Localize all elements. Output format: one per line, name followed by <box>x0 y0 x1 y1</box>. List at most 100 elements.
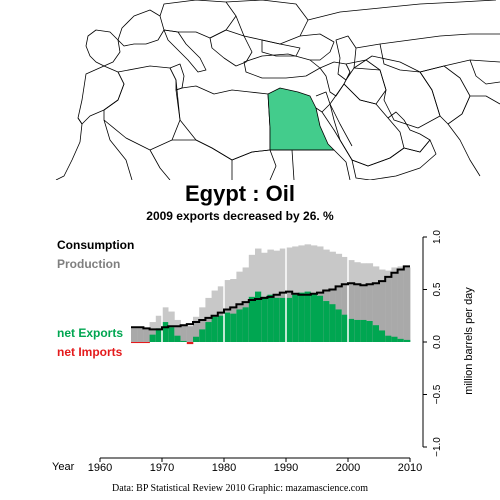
net-exports-bar <box>261 296 268 342</box>
net-exports-bar <box>317 295 324 342</box>
overlap-bar <box>341 284 349 342</box>
net-exports-bar <box>360 319 367 342</box>
overlap-bar <box>379 281 386 342</box>
legend-net-exports: net Exports <box>57 326 123 340</box>
y-tick-label: 1.0 <box>432 230 443 244</box>
x-tick-label: 1970 <box>150 462 174 474</box>
net-exports-bar <box>379 330 386 342</box>
map-border-red-sea <box>321 103 353 161</box>
overlap-bar <box>385 276 392 342</box>
consumption-line <box>131 265 410 331</box>
egypt-country <box>267 87 335 151</box>
net-exports-bar <box>211 316 219 342</box>
net-imports-bar <box>137 342 144 344</box>
axis-layer: 1960 1970 1980 1990 2000 2010 −1.0 −0.5 0.0 0.5 1.… <box>88 230 443 474</box>
overlap-bar <box>193 322 200 342</box>
overlap-bar <box>131 328 138 342</box>
net-imports-bar <box>186 342 194 345</box>
net-exports-bar <box>255 291 262 342</box>
map-border-caspian <box>335 35 357 81</box>
map-border-china <box>469 59 500 85</box>
x-tick-label: 1980 <box>212 462 236 474</box>
map-border-yemen-oman <box>351 139 437 180</box>
y-tick-label: 0.5 <box>432 282 443 296</box>
legend-net-imports: net Imports <box>57 345 123 359</box>
x-tick-label: 2000 <box>336 462 360 474</box>
net-exports-bar <box>267 294 274 342</box>
overlap-bar <box>143 329 150 342</box>
map-border-west-africa <box>55 117 171 180</box>
net-exports-bar <box>335 309 343 342</box>
net-exports-bar <box>323 301 330 342</box>
overlap-bar <box>397 269 405 342</box>
net-exports-bar <box>217 315 225 342</box>
legend-consumption: Consumption <box>57 238 134 252</box>
overlap-bar <box>348 283 355 342</box>
net-exports-bar <box>298 292 305 342</box>
y-axis-label: million barrels per day <box>463 287 475 395</box>
overlap-bar <box>403 267 411 342</box>
y-tick-label: −0.5 <box>432 384 443 404</box>
x-tick-label: 1960 <box>88 462 112 474</box>
net-exports-bar <box>230 313 237 342</box>
map-border-balkans <box>209 29 253 67</box>
net-imports-bar <box>143 342 150 344</box>
net-exports-bar <box>292 294 299 342</box>
overlap-bar <box>137 328 144 342</box>
overlap-bar <box>180 325 188 342</box>
net-exports-bar <box>391 336 398 342</box>
net-exports-bar <box>348 318 355 342</box>
net-exports-bar <box>341 314 349 342</box>
overlap-bar <box>366 284 374 342</box>
net-exports-bar <box>354 319 361 342</box>
net-exports-bar <box>242 307 250 342</box>
net-exports-bar <box>372 325 380 342</box>
y-tick-label: −1.0 <box>432 437 443 457</box>
map-border-black-sea <box>261 39 301 57</box>
net-exports-bar <box>273 297 281 342</box>
map-border-iberia <box>85 29 121 67</box>
world-map <box>55 0 500 180</box>
x-axis-label: Year <box>52 461 75 473</box>
net-exports-bar <box>199 329 206 342</box>
map-border-caucasus <box>299 33 335 61</box>
legend-production: Production <box>57 257 120 271</box>
net-exports-bar <box>304 291 312 342</box>
line-layer <box>131 265 410 331</box>
map-border-sudan <box>270 149 351 180</box>
map-border-central-europe <box>159 0 237 39</box>
net-exports-bar <box>310 293 318 342</box>
overlap-bar <box>186 326 194 342</box>
net-exports-bar <box>248 296 256 342</box>
bars-layer <box>131 237 411 345</box>
overlap-bar <box>372 283 380 342</box>
map-border-italy <box>163 29 207 73</box>
x-tick-label: 2010 <box>398 462 422 474</box>
net-exports-bar <box>180 340 188 342</box>
overlap-bar <box>174 326 181 342</box>
net-exports-bar <box>174 335 181 342</box>
net-exports-bar <box>385 335 392 342</box>
map-border-russia-central-asia <box>307 0 500 49</box>
map-border-iran <box>353 55 441 129</box>
x-tick-label: 1990 <box>274 462 298 474</box>
net-exports-bar <box>205 322 212 342</box>
net-exports-bar <box>155 328 163 342</box>
y-tick-label: 0.0 <box>432 335 443 349</box>
net-exports-bar <box>149 334 157 342</box>
net-exports-bar <box>236 309 243 342</box>
chart-title: Egypt : Oil <box>185 181 295 206</box>
net-exports-bar <box>193 336 200 342</box>
net-exports-bar <box>279 297 287 342</box>
chart-subtitle: 2009 exports decreased by 26. % <box>146 209 334 223</box>
map-border-turkey <box>243 53 321 79</box>
net-exports-bar <box>403 339 411 342</box>
overlap-bar <box>391 272 398 342</box>
overlap-bar <box>354 284 361 342</box>
overlap-bar <box>360 285 367 342</box>
net-exports-bar <box>397 338 405 342</box>
net-exports-bar <box>168 327 175 342</box>
net-exports-bar <box>224 312 231 342</box>
map-border-india <box>447 95 500 177</box>
